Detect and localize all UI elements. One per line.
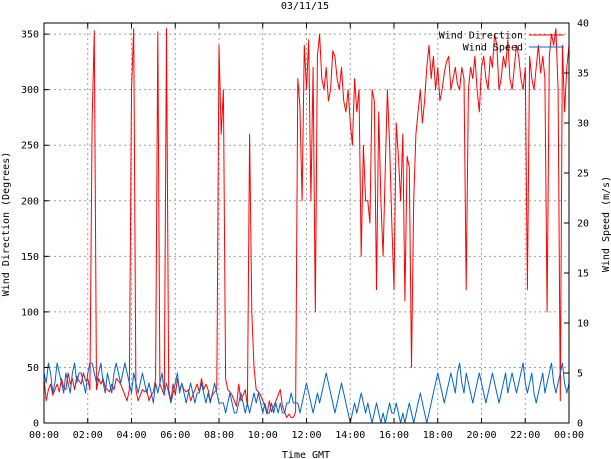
y-left-tick-label: 200 — [21, 196, 39, 207]
y-right-tick-label: 40 — [577, 19, 589, 30]
x-tick-label: 18:00 — [423, 430, 453, 441]
x-tick-label: 14:00 — [335, 430, 365, 441]
series-line-wind-speed — [43, 362, 570, 424]
y-left-tick-label: 250 — [21, 141, 39, 152]
x-tick-label: 20:00 — [466, 430, 496, 441]
x-tick-label: 10:00 — [248, 430, 278, 441]
chart-title: 03/11/15 — [281, 1, 329, 12]
y-left-tick-label: 50 — [27, 363, 39, 374]
y-right-tick-label: 30 — [577, 119, 589, 130]
y-left-tick-label: 300 — [21, 85, 39, 96]
y-left-tick-label: 0 — [33, 419, 39, 430]
x-tick-label: 00:00 — [29, 430, 59, 441]
y-right-axis-label: Wind Speed (m/s) — [601, 176, 611, 272]
y-left-tick-label: 100 — [21, 307, 39, 318]
x-tick-label: 04:00 — [116, 430, 146, 441]
y-right-tick-label: 0 — [577, 419, 583, 430]
y-right-tick-label: 20 — [577, 219, 589, 230]
x-tick-label: 22:00 — [510, 430, 540, 441]
x-tick-label: 08:00 — [204, 430, 234, 441]
y-right-tick-label: 15 — [577, 269, 589, 280]
x-tick-label: 06:00 — [160, 430, 190, 441]
series-line-wind-direction — [43, 28, 570, 418]
y-left-tick-label: 350 — [21, 30, 39, 41]
y-left-axis-label: Wind Direction (Degrees) — [1, 152, 12, 297]
x-tick-label: 12:00 — [291, 430, 321, 441]
y-left-tick-label: 150 — [21, 252, 39, 263]
y-right-tick-label: 10 — [577, 319, 589, 330]
axis-ticks: 00:00 02:00 04:00 06:00 08:00 10:00 12:00 14:00… — [21, 19, 589, 442]
y-right-tick-label: 35 — [577, 69, 589, 80]
x-tick-label: 00:00 — [554, 430, 584, 441]
series-group — [43, 28, 570, 424]
legend-label-wind-direction: Wind Direction — [439, 31, 523, 42]
legend-label-wind-speed: Wind Speed — [463, 43, 523, 54]
y-right-tick-label: 5 — [577, 369, 583, 380]
x-tick-label: 02:00 — [73, 430, 103, 441]
x-axis-label: Time GMT — [282, 450, 330, 459]
x-tick-label: 16:00 — [379, 430, 409, 441]
y-right-tick-label: 25 — [577, 169, 589, 180]
